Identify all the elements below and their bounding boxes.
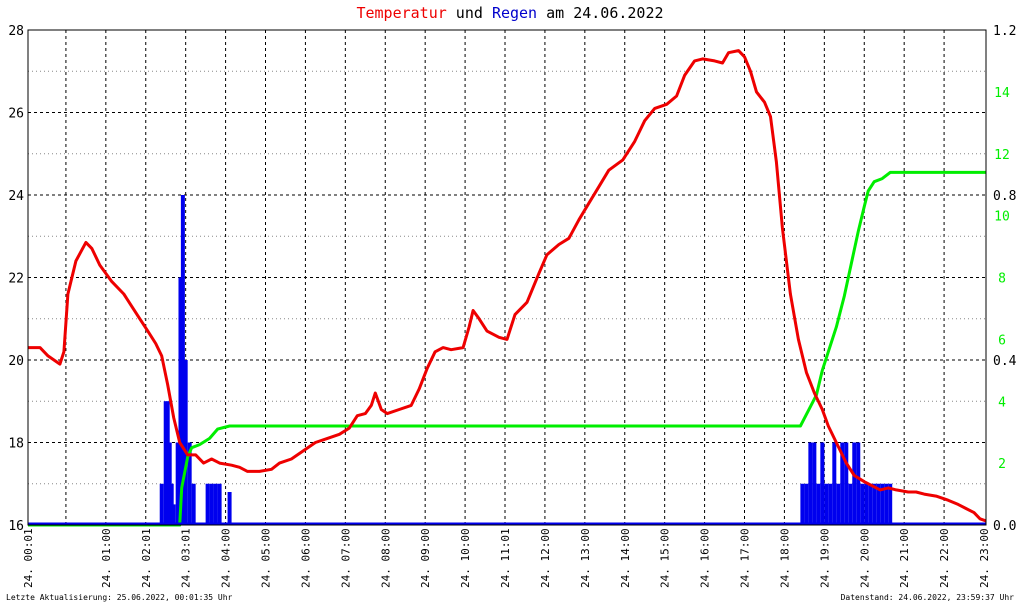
rain-bar xyxy=(872,483,877,525)
rain-bar xyxy=(828,483,833,525)
y-right-sum-tick-label: 6 xyxy=(998,333,1006,348)
rain-bar xyxy=(178,277,183,525)
x-tick-label: 24. 14:00 xyxy=(619,528,632,588)
rain-bar xyxy=(816,483,821,525)
x-tick-label: 24. 15:00 xyxy=(659,528,672,588)
x-tick-label: 24. 13:00 xyxy=(579,528,592,588)
rain-bar xyxy=(159,483,164,525)
y-right-sum-tick-label: 8 xyxy=(998,272,1006,287)
y-left-tick-label: 22 xyxy=(8,272,24,287)
x-tick-label: 24. 09:00 xyxy=(419,528,432,588)
rain-bar xyxy=(171,504,176,525)
rain-sum-line xyxy=(28,170,986,527)
rain-bar xyxy=(227,492,232,525)
y-axis-left-labels: 16 18 20 22 24 26 28 xyxy=(8,24,24,534)
y-right-rain-tick-label: 0.0 xyxy=(993,519,1016,534)
footer-last-update: Letzte Aktualisierung: 25.06.2022, 00:01… xyxy=(6,593,233,602)
y-right-rain-tick-label: 0.8 xyxy=(993,189,1016,204)
rain-bar xyxy=(804,483,809,525)
data-lines xyxy=(28,49,987,527)
x-tick-label: 24. 22:00 xyxy=(938,528,951,588)
y-right-sum-tick-label: 10 xyxy=(994,210,1010,225)
rain-bar xyxy=(205,483,210,525)
temperature-line xyxy=(28,49,987,523)
x-tick-label: 24. 20:00 xyxy=(858,528,871,588)
title-rain: Regen xyxy=(491,4,538,22)
x-tick-label: 24. 17:00 xyxy=(739,528,752,588)
rain-bar xyxy=(840,442,845,525)
rain-bar xyxy=(836,483,841,525)
y-axis-right-rain-labels: 0.0 0.4 0.8 1.2 xyxy=(993,24,1017,534)
rain-bar xyxy=(860,483,865,525)
x-tick-label: 24. 06:00 xyxy=(299,528,312,588)
rain-bar xyxy=(852,442,857,525)
x-axis-labels: 24. 00:01 24. 01:00 24. 02:01 24. 03:01 24. … xyxy=(22,528,991,588)
rain-bar xyxy=(864,483,869,525)
x-tick-label: 24. 03:01 xyxy=(180,528,193,588)
rain-bar xyxy=(187,442,192,525)
y-right-rain-tick-label: 0.4 xyxy=(993,354,1017,369)
rain-bar xyxy=(191,483,196,525)
rain-bar xyxy=(888,483,893,525)
y-left-tick-label: 18 xyxy=(8,437,24,452)
rain-bar xyxy=(209,483,214,525)
y-left-tick-label: 24 xyxy=(8,189,24,204)
chart-title: Temperatur und Regen am 24.06.2022 xyxy=(0,4,1020,22)
title-and: und xyxy=(446,4,492,22)
x-tick-label: 24. 21:00 xyxy=(898,528,911,588)
title-temperature: Temperatur xyxy=(356,4,447,22)
y-axis-right-sum-labels: 2 4 6 8 10 12 14 xyxy=(994,86,1010,472)
y-right-rain-tick-label: 1.2 xyxy=(993,24,1016,39)
x-tick-label: 24. 00:01 xyxy=(22,528,35,588)
rain-bar xyxy=(812,442,817,525)
rain-bar xyxy=(820,442,825,525)
footer-data-status: Datenstand: 24.06.2022, 23:59:37 Uhr xyxy=(840,593,1014,602)
x-tick-label: 24. 05:00 xyxy=(260,528,273,588)
rain-bar xyxy=(856,442,861,525)
plot-frame xyxy=(27,29,987,526)
rain-bar xyxy=(180,195,185,525)
y-right-sum-tick-label: 14 xyxy=(994,86,1010,101)
x-tick-label: 24. 10:00 xyxy=(459,528,472,588)
rain-bar xyxy=(884,483,889,525)
y-left-tick-label: 20 xyxy=(8,354,24,369)
x-tick-label: 24. 19:00 xyxy=(818,528,831,588)
rain-bar xyxy=(217,483,222,525)
rain-bar xyxy=(832,442,837,525)
x-tick-label: 24. 08:00 xyxy=(379,528,392,588)
y-right-sum-tick-label: 4 xyxy=(998,395,1006,410)
x-tick-label: 24. 04:00 xyxy=(220,528,233,588)
rain-bar xyxy=(844,442,849,525)
rain-bar xyxy=(868,483,873,525)
x-tick-label: 24. 12:00 xyxy=(539,528,552,588)
title-date: am 24.06.2022 xyxy=(537,4,664,22)
y-left-tick-label: 28 xyxy=(8,24,24,39)
rain-bar xyxy=(183,360,188,525)
x-tick-label: 24. 01:00 xyxy=(100,528,113,588)
x-tick-label: 24. 11:01 xyxy=(499,528,512,588)
x-tick-label: 24. 02:01 xyxy=(140,528,153,588)
rain-bar xyxy=(808,442,813,525)
x-tick-label: 24. 16:00 xyxy=(699,528,712,588)
x-tick-label: 24. 23:00 xyxy=(978,528,991,588)
rain-bar xyxy=(213,483,218,525)
rain-bar xyxy=(848,483,853,525)
rain-bar xyxy=(880,483,885,525)
x-tick-label: 24. 18:00 xyxy=(778,528,791,588)
y-right-sum-tick-label: 12 xyxy=(994,148,1010,163)
rain-bar xyxy=(824,483,829,525)
rain-bar xyxy=(876,483,881,525)
rain-bar xyxy=(175,442,180,525)
x-tick-label: 24. 07:00 xyxy=(339,528,352,588)
rain-bars xyxy=(159,195,893,525)
y-left-tick-label: 26 xyxy=(8,107,24,122)
y-left-tick-label: 16 xyxy=(8,519,24,534)
y-right-sum-tick-label: 2 xyxy=(998,457,1006,472)
rain-bar xyxy=(800,483,805,525)
